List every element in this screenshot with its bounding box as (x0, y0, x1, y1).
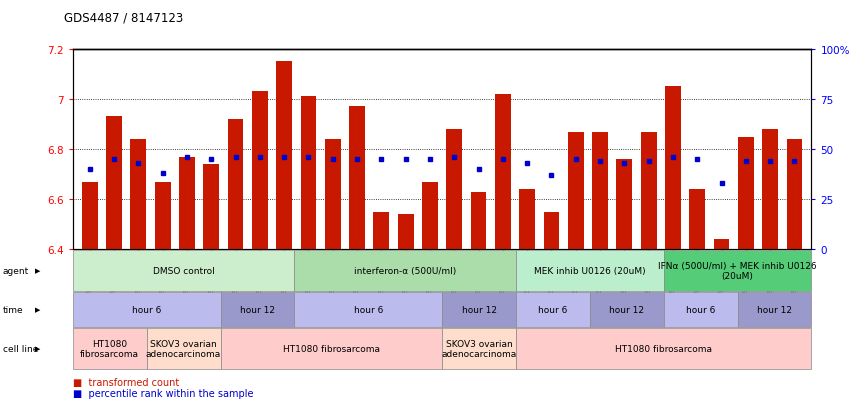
Text: ▶: ▶ (35, 346, 40, 351)
Text: hour 6: hour 6 (132, 305, 161, 314)
Bar (130, 140, 146, 250)
Text: ▶: ▶ (35, 306, 40, 313)
Bar (106, 117, 122, 250)
Bar (179, 157, 195, 250)
Text: HT1080 fibrosarcoma: HT1080 fibrosarcoma (282, 344, 380, 353)
Bar (300, 97, 317, 250)
Text: interferon-α (500U/ml): interferon-α (500U/ml) (354, 266, 456, 275)
Bar (252, 92, 268, 250)
Bar (228, 120, 243, 250)
Bar (495, 95, 511, 250)
Text: hour 12: hour 12 (240, 305, 275, 314)
Text: ■  transformed count: ■ transformed count (73, 377, 179, 387)
Bar (204, 165, 219, 250)
Bar (592, 132, 608, 250)
Bar (155, 182, 170, 250)
Bar (665, 87, 681, 250)
Text: hour 6: hour 6 (354, 305, 383, 314)
Text: HT1080
fibrosarcoma: HT1080 fibrosarcoma (80, 339, 140, 358)
Bar (422, 182, 438, 250)
Bar (787, 140, 802, 250)
Text: MEK inhib U0126 (20uM): MEK inhib U0126 (20uM) (534, 266, 645, 275)
Bar (641, 132, 657, 250)
Text: hour 12: hour 12 (757, 305, 792, 314)
Bar (616, 160, 633, 250)
Bar (763, 130, 778, 250)
Bar (82, 182, 98, 250)
Text: GDS4487 / 8147123: GDS4487 / 8147123 (64, 12, 183, 25)
Bar (520, 190, 535, 250)
Text: time: time (3, 305, 23, 314)
Bar (373, 212, 389, 250)
Bar (349, 107, 365, 250)
Text: hour 12: hour 12 (609, 305, 645, 314)
Text: hour 6: hour 6 (538, 305, 568, 314)
Bar (544, 212, 559, 250)
Bar (471, 192, 486, 250)
Text: hour 6: hour 6 (686, 305, 716, 314)
Text: IFNα (500U/ml) + MEK inhib U0126
(20uM): IFNα (500U/ml) + MEK inhib U0126 (20uM) (658, 261, 817, 280)
Bar (276, 62, 292, 250)
Text: cell line: cell line (3, 344, 38, 353)
Bar (689, 190, 705, 250)
Text: ▶: ▶ (35, 268, 40, 274)
Text: ■  percentile rank within the sample: ■ percentile rank within the sample (73, 388, 253, 398)
Text: hour 12: hour 12 (461, 305, 496, 314)
Bar (714, 240, 729, 250)
Bar (568, 132, 584, 250)
Text: SKOV3 ovarian
adenocarcinoma: SKOV3 ovarian adenocarcinoma (442, 339, 517, 358)
Text: agent: agent (3, 266, 29, 275)
Text: SKOV3 ovarian
adenocarcinoma: SKOV3 ovarian adenocarcinoma (146, 339, 221, 358)
Bar (398, 215, 413, 250)
Bar (446, 130, 462, 250)
Bar (738, 137, 754, 250)
Text: HT1080 fibrosarcoma: HT1080 fibrosarcoma (615, 344, 712, 353)
Bar (325, 140, 341, 250)
Text: DMSO control: DMSO control (152, 266, 215, 275)
